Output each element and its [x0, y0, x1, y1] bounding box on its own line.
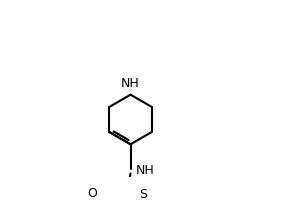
Text: NH: NH: [136, 164, 154, 177]
Text: NH: NH: [121, 77, 140, 90]
Text: S: S: [139, 188, 147, 200]
Text: O: O: [87, 187, 97, 200]
